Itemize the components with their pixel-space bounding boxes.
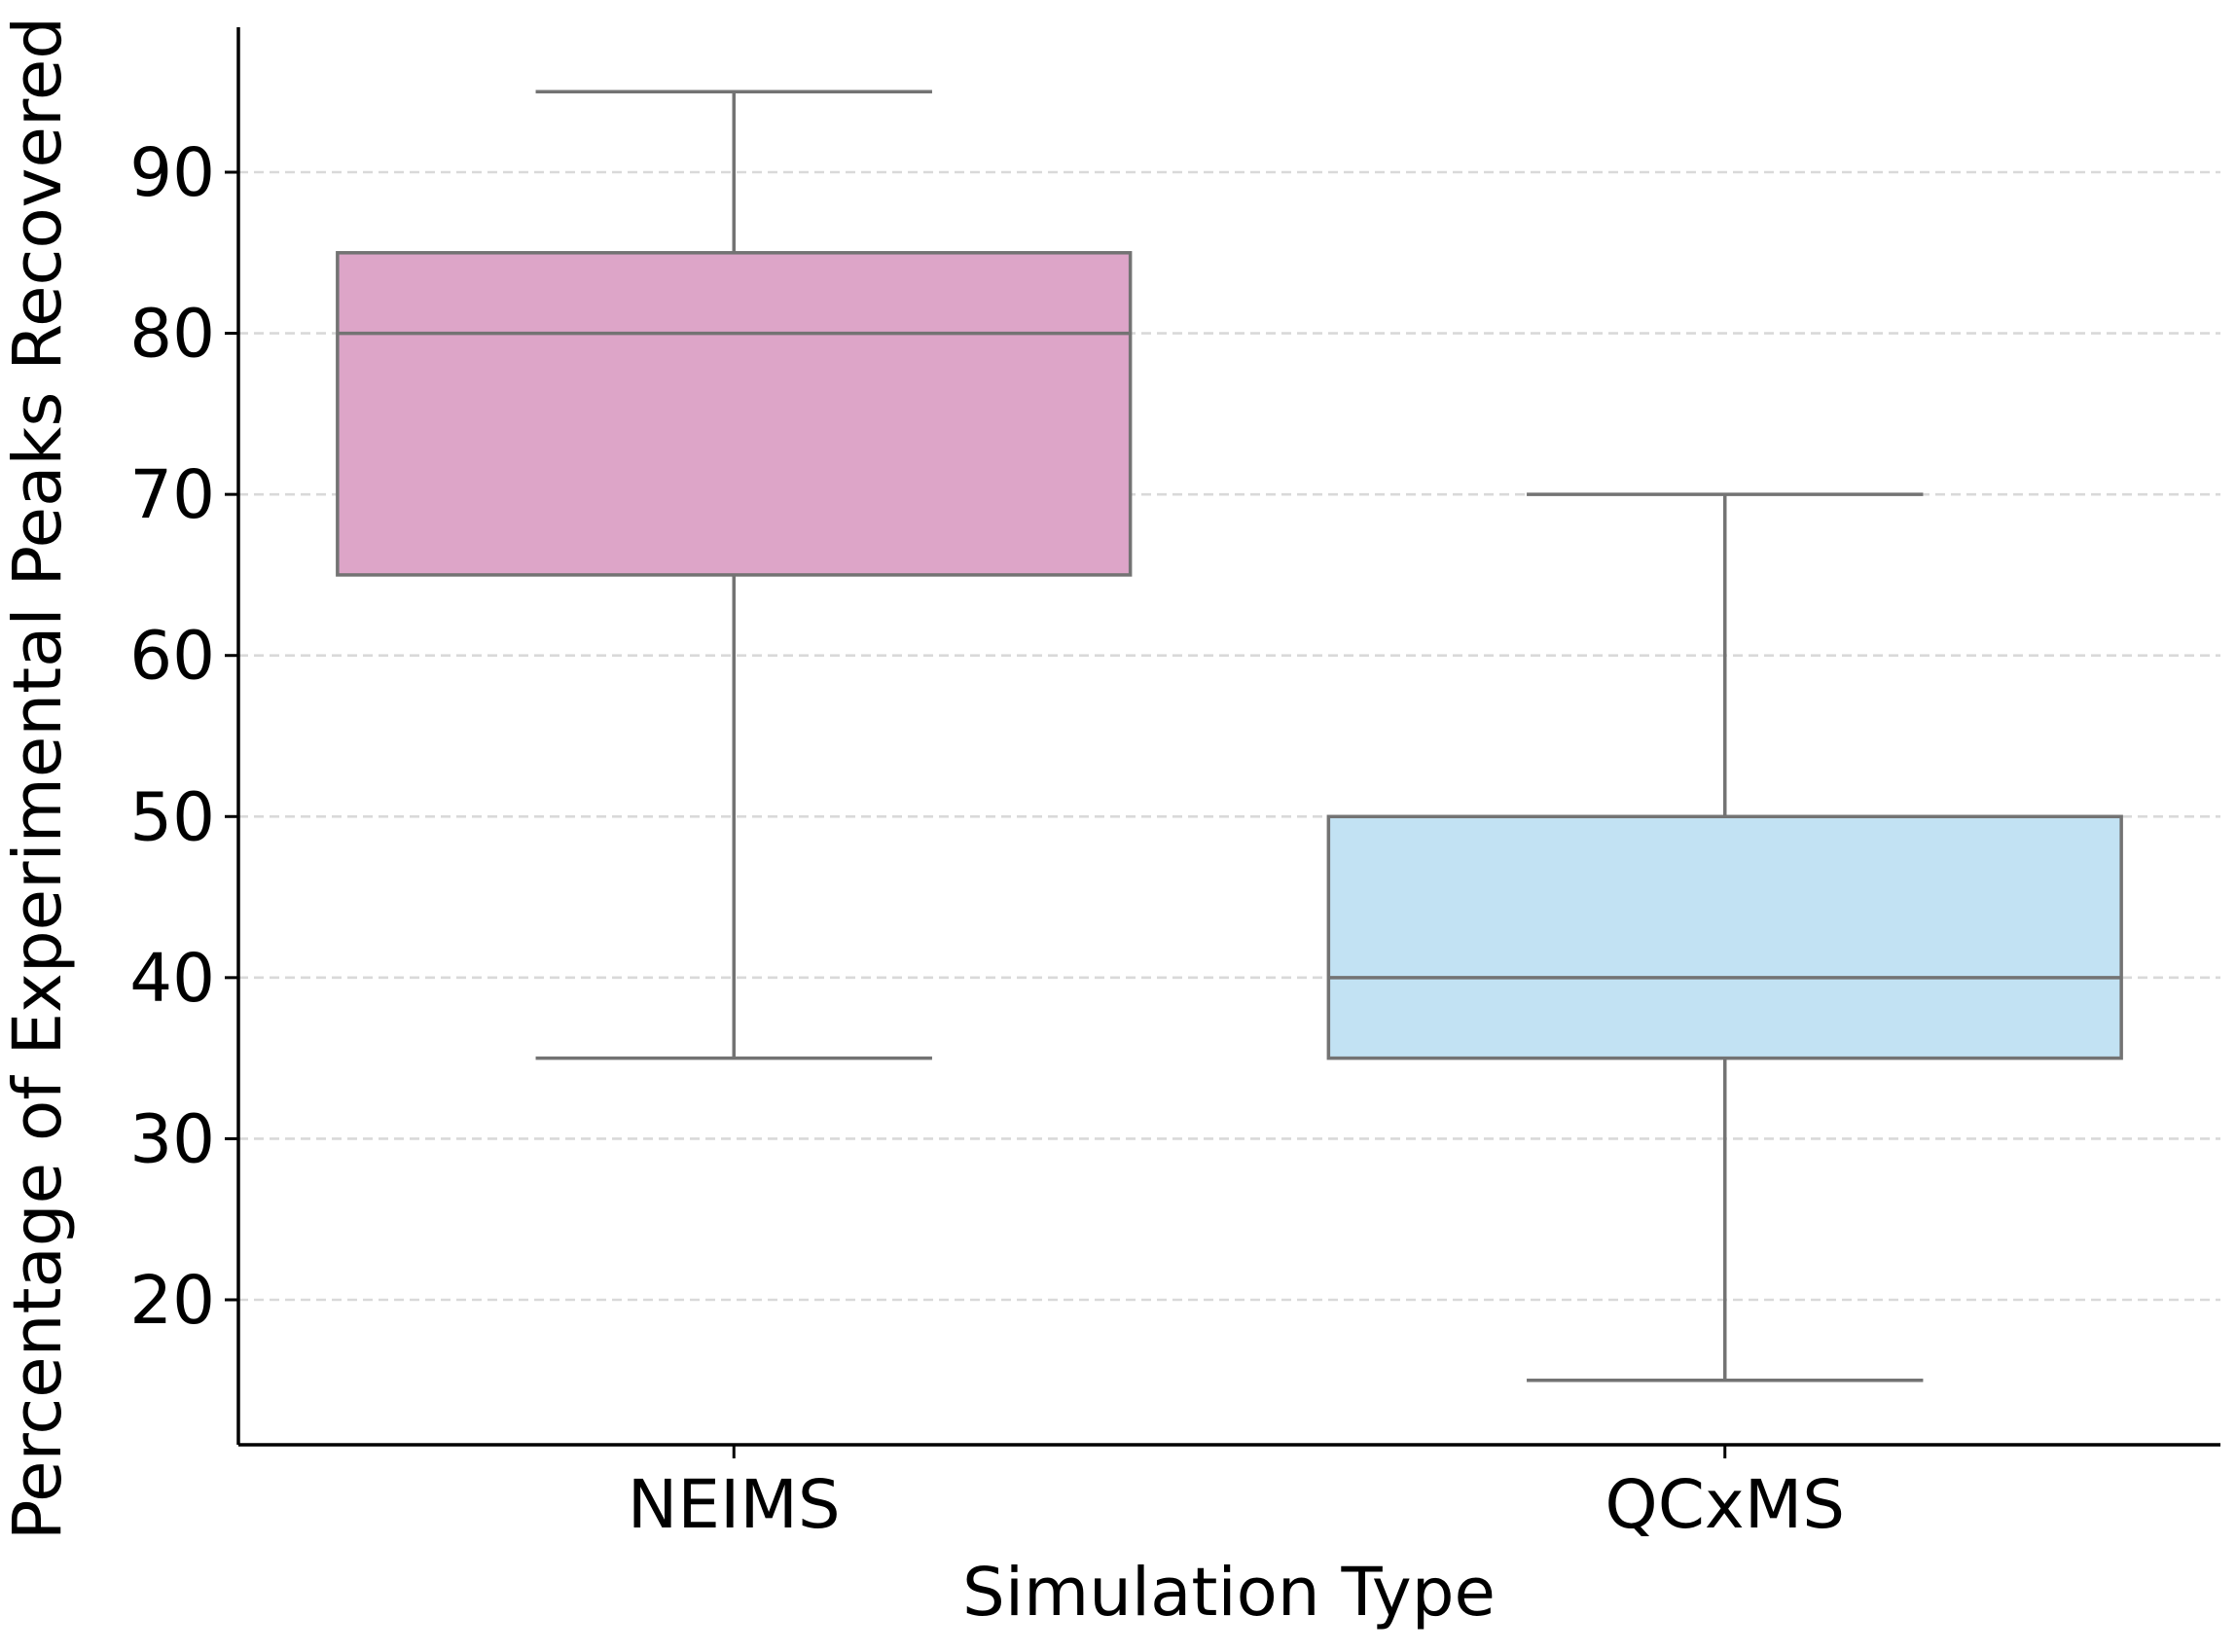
x-ticks: NEIMS QCxMS xyxy=(628,1445,1845,1544)
box-qcxms xyxy=(1326,814,2123,1060)
y-tick-label-80: 80 xyxy=(129,296,215,374)
y-axis-title: Percentage of Experimental Peaks Recover… xyxy=(0,17,77,1540)
y-ticks: 20 30 40 50 60 70 80 90 xyxy=(129,134,238,1340)
box-group-qcxms xyxy=(1326,492,2123,1383)
y-tick-label-20: 20 xyxy=(129,1262,215,1340)
box-group-neims xyxy=(336,90,1133,1060)
y-tick-label-50: 50 xyxy=(129,778,215,856)
x-axis-title: Simulation Type xyxy=(962,1554,1496,1632)
x-tick-label-QCxMS: QCxMS xyxy=(1605,1466,1845,1544)
box-neims xyxy=(336,251,1133,577)
y-tick-label-70: 70 xyxy=(129,456,215,534)
y-tick-label-40: 40 xyxy=(129,940,215,1018)
y-tick-label-30: 30 xyxy=(129,1100,215,1178)
y-tick-label-60: 60 xyxy=(129,618,215,696)
y-tick-label-90: 90 xyxy=(129,134,215,212)
x-tick-label-NEIMS: NEIMS xyxy=(628,1466,841,1544)
box-series xyxy=(336,90,2123,1383)
axes xyxy=(236,27,2220,1447)
